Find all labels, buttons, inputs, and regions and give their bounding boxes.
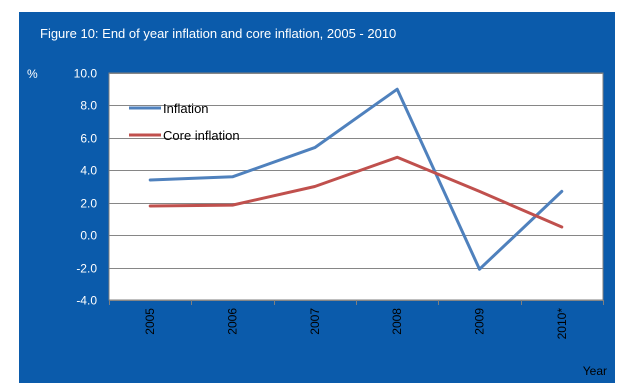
y-tick-label: 0.0: [80, 229, 97, 243]
x-tick-label: 2009: [473, 308, 487, 335]
line-chart: % Year 10.0 8.0 6.0 4.0 2.0 0.0 -2.0 -4.0 2005 20…: [27, 67, 607, 379]
legend-label: Core inflation: [163, 128, 240, 143]
series-line: [148, 155, 564, 229]
y-tick-label: -4.0: [76, 294, 97, 308]
plot-area: [108, 72, 604, 301]
y-tick-label: 6.0: [80, 132, 97, 146]
x-tick-label: 2010*: [555, 308, 569, 340]
chart-title: Figure 10: End of year inflation and cor…: [40, 26, 397, 41]
y-tick-label: 4.0: [80, 164, 97, 178]
legend-label: Inflation: [163, 101, 209, 116]
series-line: [148, 87, 564, 271]
x-axis-label: Year: [583, 364, 607, 378]
x-tick-label: 2008: [390, 308, 404, 335]
y-axis-unit-label: %: [27, 67, 38, 81]
x-tick-label: 2005: [143, 308, 157, 335]
x-tick-label: 2006: [226, 308, 240, 335]
y-tick-label: 2.0: [80, 197, 97, 211]
y-tick-label: -2.0: [76, 262, 97, 276]
x-tick-label: 2007: [308, 308, 322, 335]
y-tick-label: 10.0: [74, 67, 98, 81]
y-tick-label: 8.0: [80, 99, 97, 113]
chart-frame: Figure 10: End of year inflation and cor…: [19, 12, 615, 383]
